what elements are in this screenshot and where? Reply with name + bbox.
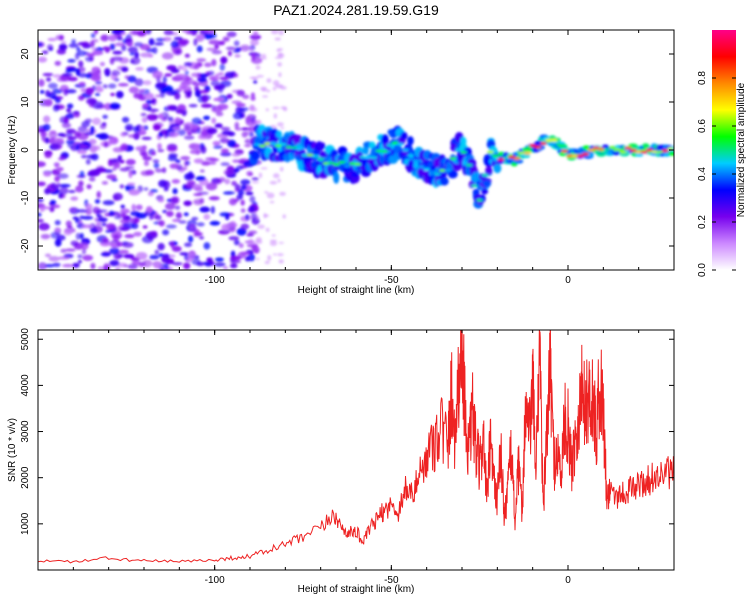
spectrogram-y-ticks: -20 -10 0 10 20 — [20, 48, 674, 253]
y-tick-label: 3000 — [20, 420, 31, 443]
snr-x-ticks: -100 -50 0 — [37, 330, 675, 586]
y-tick-label: 5000 — [20, 328, 31, 351]
snr-frame — [37, 329, 675, 571]
snr-panel: -100 -50 0 1000 2000 3000 4000 5000 Height of … — [7, 328, 675, 595]
snr-series-line — [38, 330, 674, 564]
x-tick-label: -50 — [384, 275, 399, 286]
colorbar-tick-label: 0.8 — [697, 71, 708, 85]
colorbar-label: Normalized spectral amplitude — [736, 82, 747, 217]
x-tick-label: 0 — [565, 275, 571, 286]
y-tick-label: 0 — [20, 147, 31, 153]
y-tick-label: -20 — [20, 238, 31, 253]
y-tick-label: 10 — [20, 96, 31, 108]
colorbar-tick-label: 0.2 — [697, 215, 708, 229]
y-tick-label: 2000 — [20, 466, 31, 489]
colorbar-tick-label: 0.4 — [697, 167, 708, 181]
page-title: PAZ1.2024.281.19.59.G19 — [273, 2, 439, 18]
snr-y-ticks: 1000 2000 3000 4000 5000 — [20, 328, 674, 535]
spectrogram-y-axis-label: Frequency (Hz) — [7, 116, 18, 185]
x-tick-label: -100 — [205, 575, 225, 586]
snr-y-axis-label: SNR (10 * v/v) — [7, 418, 18, 482]
spectrogram-x-ticks: -100 -50 0 — [37, 30, 675, 286]
y-tick-label: 20 — [20, 48, 31, 60]
colorbar-tick-label: 0.0 — [697, 263, 708, 277]
colorbar-tick-label: 0.6 — [697, 119, 708, 133]
snr-x-axis-label: Height of straight line (km) — [298, 584, 415, 595]
colorbar-ticks: 0.0 0.2 0.4 0.6 0.8 — [697, 71, 736, 277]
spectrogram-image — [38, 30, 674, 270]
x-tick-label: 0 — [565, 575, 571, 586]
spectrogram-noise — [38, 30, 288, 270]
x-tick-label: -100 — [205, 275, 225, 286]
colorbar: 0.0 0.2 0.4 0.6 0.8 Normalized spectral ampl… — [697, 30, 747, 277]
spectrogram-x-axis-label: Height of straight line (km) — [298, 285, 415, 296]
colorbar-gradient — [712, 30, 736, 270]
spectrogram-ridge — [248, 124, 674, 209]
y-tick-label: -10 — [20, 190, 31, 205]
y-tick-label: 4000 — [20, 374, 31, 397]
x-tick-label: -50 — [384, 575, 399, 586]
y-tick-label: 1000 — [20, 512, 31, 535]
